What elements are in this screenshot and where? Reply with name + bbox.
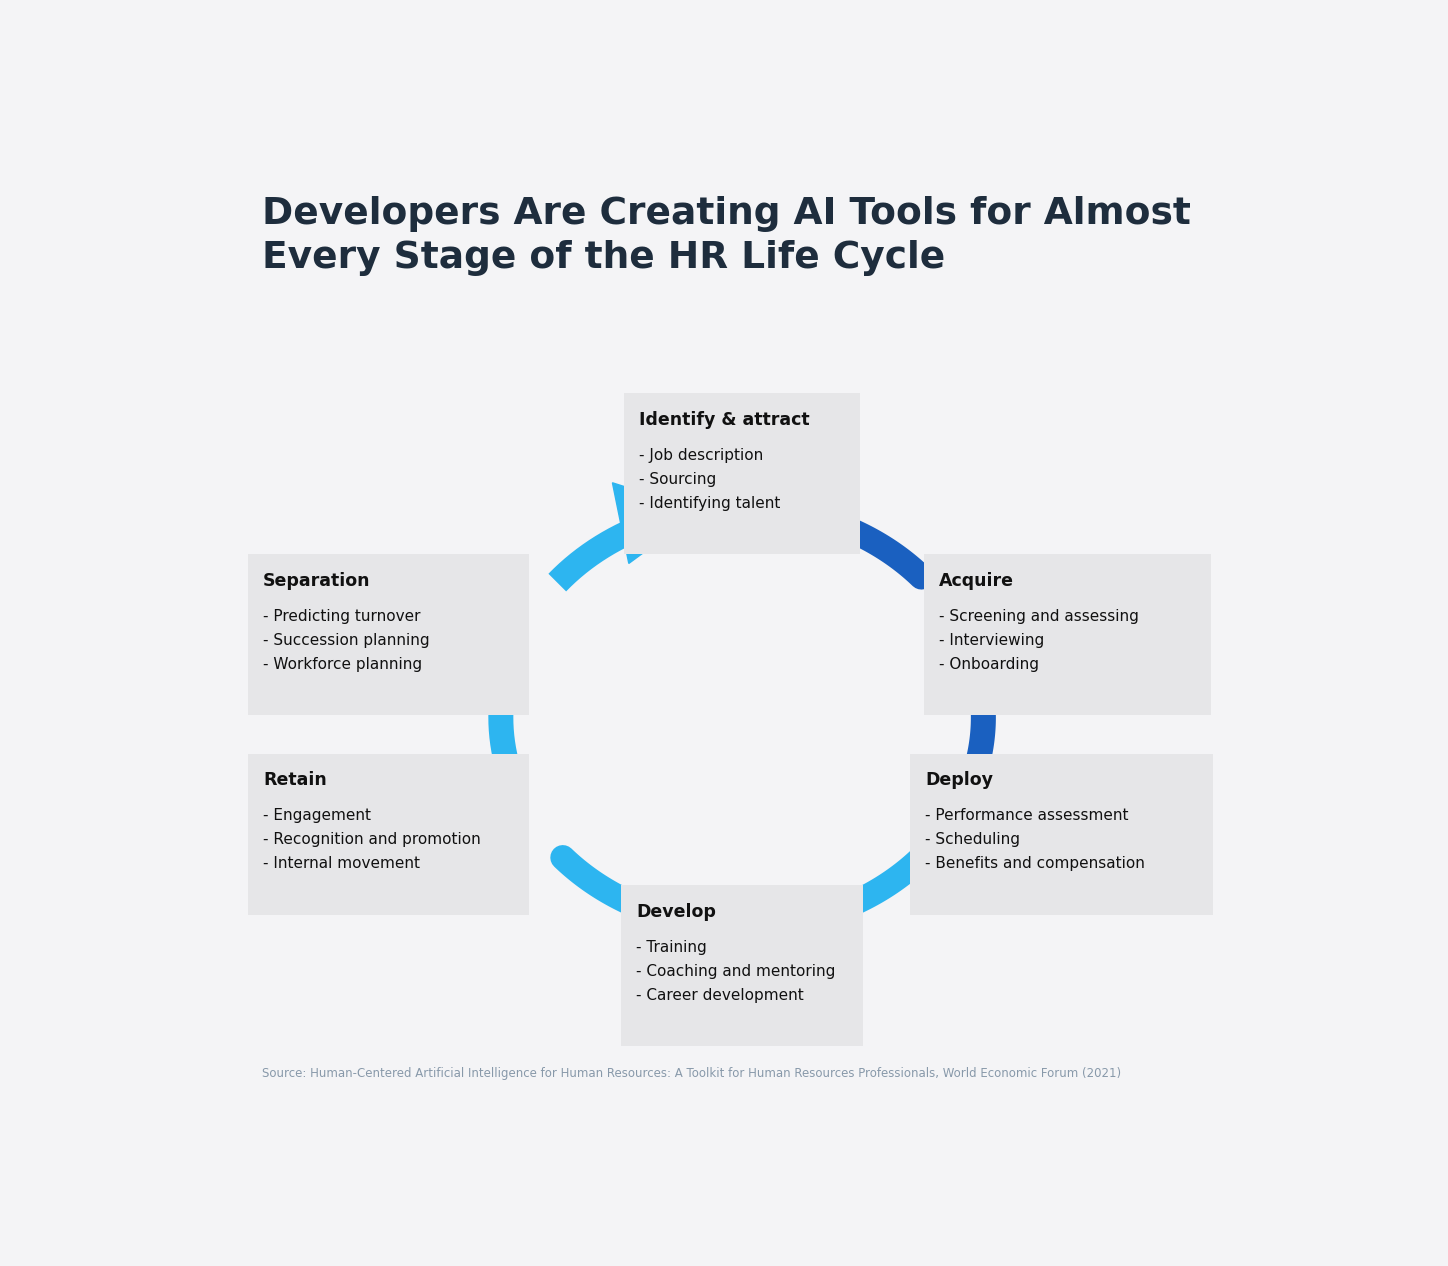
Text: - Performance assessment
- Scheduling
- Benefits and compensation: - Performance assessment - Scheduling - …	[925, 809, 1145, 871]
FancyBboxPatch shape	[624, 394, 860, 555]
Text: Every Stage of the HR Life Cycle: Every Stage of the HR Life Cycle	[262, 239, 946, 276]
Text: Identify & attract: Identify & attract	[639, 410, 809, 429]
Text: Acquire: Acquire	[940, 571, 1014, 590]
Text: - Job description
- Sourcing
- Identifying talent: - Job description - Sourcing - Identifyi…	[639, 448, 780, 510]
FancyBboxPatch shape	[924, 555, 1211, 715]
Text: - Training
- Coaching and mentoring
- Career development: - Training - Coaching and mentoring - Ca…	[636, 941, 835, 1003]
Text: Separation: Separation	[264, 571, 371, 590]
Text: Source: Human-Centered Artificial Intelligence for Human Resources: A Toolkit fo: Source: Human-Centered Artificial Intell…	[262, 1067, 1121, 1080]
Text: - Predicting turnover
- Succession planning
- Workforce planning: - Predicting turnover - Succession plann…	[264, 609, 430, 672]
Text: Develop: Develop	[636, 903, 715, 922]
Text: - Engagement
- Recognition and promotion
- Internal movement: - Engagement - Recognition and promotion…	[264, 809, 481, 871]
Text: Developers Are Creating AI Tools for Almost: Developers Are Creating AI Tools for Alm…	[262, 196, 1190, 232]
FancyBboxPatch shape	[249, 555, 529, 715]
Text: - Screening and assessing
- Interviewing
- Onboarding: - Screening and assessing - Interviewing…	[940, 609, 1140, 672]
Polygon shape	[613, 482, 701, 563]
Text: Deploy: Deploy	[925, 771, 993, 790]
FancyBboxPatch shape	[621, 885, 863, 1046]
FancyBboxPatch shape	[911, 753, 1213, 915]
FancyBboxPatch shape	[249, 753, 529, 915]
Text: Retain: Retain	[264, 771, 327, 790]
